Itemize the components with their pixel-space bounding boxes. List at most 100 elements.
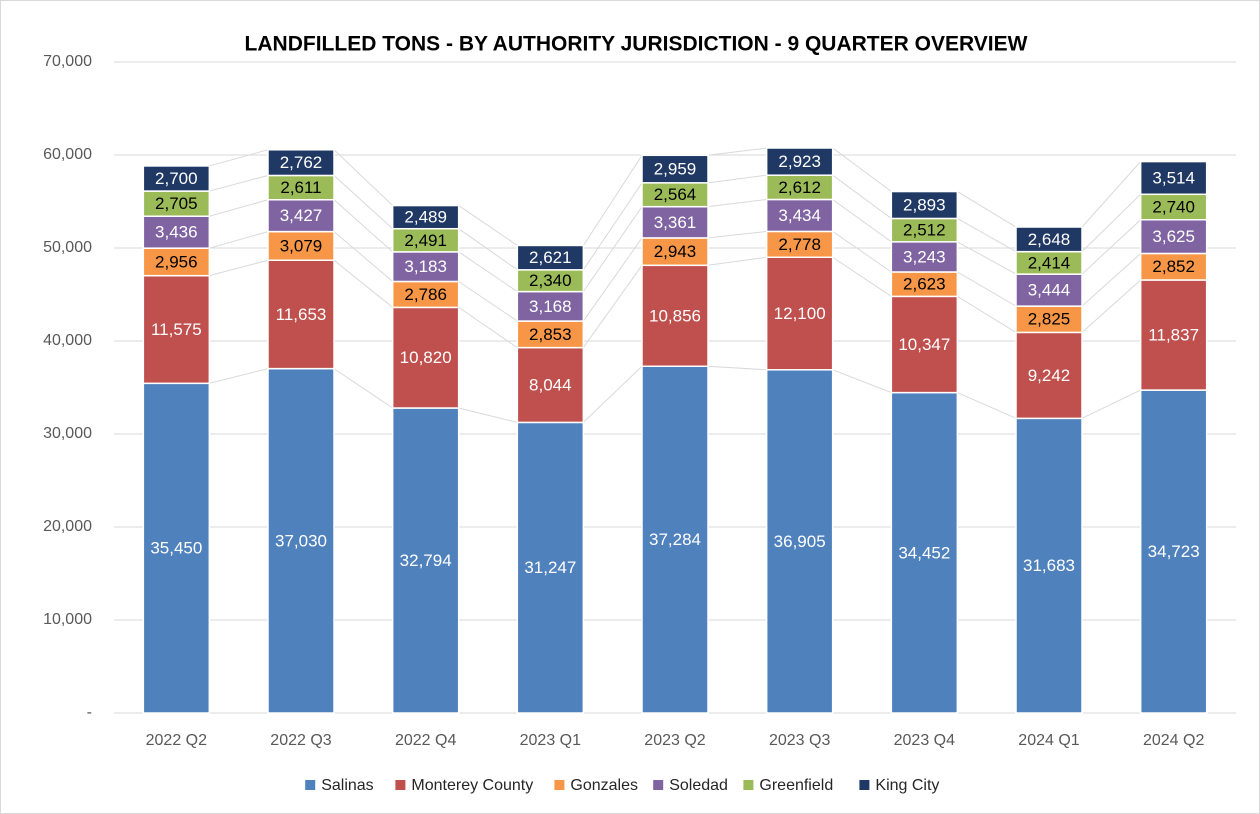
- bar-segment: [641, 365, 709, 714]
- series-line: [832, 369, 892, 394]
- bar-segment: [267, 149, 335, 177]
- data-label: 3,514: [1152, 168, 1195, 187]
- data-label: 11,653: [276, 305, 327, 324]
- data-label: 2,700: [155, 169, 198, 188]
- series-line: [1081, 279, 1141, 333]
- bar-segment: [765, 174, 834, 201]
- legend-label: Greenfield: [759, 777, 833, 794]
- bar-segment: [142, 165, 211, 192]
- series-line: [333, 368, 393, 409]
- y-tick-label: 70,000: [43, 53, 92, 70]
- data-label: 3,444: [1028, 281, 1071, 300]
- data-label: 10,856: [649, 306, 701, 325]
- data-label: 37,030: [275, 531, 327, 550]
- bar-segment: [765, 369, 834, 714]
- series-line: [832, 147, 892, 192]
- bar-segment: [1139, 219, 1208, 255]
- data-label: 2,959: [654, 160, 697, 179]
- data-label: 2,762: [280, 153, 323, 172]
- y-tick-label: -: [87, 704, 92, 721]
- series-line: [458, 306, 518, 349]
- series-line: [582, 206, 643, 292]
- series-line: [209, 149, 269, 167]
- bar-segment: [142, 247, 211, 277]
- y-tick-label: 20,000: [43, 518, 92, 535]
- data-label: 31,683: [1023, 556, 1075, 575]
- data-label: 2,414: [1028, 253, 1071, 272]
- data-label: 3,243: [903, 247, 946, 266]
- bar-segment: [391, 306, 460, 409]
- series-line: [1081, 193, 1142, 253]
- bar-segment: [1015, 273, 1083, 307]
- bar-segment: [516, 421, 585, 714]
- series-line: [582, 155, 643, 246]
- series-line: [707, 365, 767, 371]
- series-line: [707, 256, 767, 266]
- x-tick-label: 2024 Q2: [1143, 732, 1204, 749]
- series-line: [1081, 219, 1142, 275]
- bar-segment: [391, 407, 460, 714]
- bar-segment: [267, 230, 335, 261]
- legend-swatch: [743, 780, 754, 790]
- data-label: 12,100: [774, 304, 826, 323]
- data-label: 3,361: [654, 213, 697, 232]
- series-line: [458, 281, 518, 322]
- series-line: [582, 182, 643, 271]
- x-tick-label: 2023 Q1: [520, 732, 581, 749]
- legend-swatch: [395, 780, 406, 790]
- y-tick-label: 30,000: [43, 425, 92, 442]
- data-label: 2,491: [404, 231, 447, 250]
- bar-segment: [765, 256, 834, 371]
- bar-segment: [1015, 331, 1083, 420]
- data-label: 2,853: [529, 325, 572, 344]
- series-line: [832, 174, 892, 219]
- series-line: [333, 259, 393, 308]
- series-line: [707, 147, 767, 156]
- series-line: [957, 191, 1017, 228]
- data-label: 37,284: [649, 530, 701, 549]
- series-line: [1081, 253, 1142, 307]
- series-line: [582, 365, 643, 423]
- legend-swatch: [653, 780, 664, 790]
- legend-swatch: [859, 780, 870, 790]
- legend-label: Soledad: [669, 777, 728, 794]
- bar-segment: [516, 320, 585, 349]
- bar-segment: [890, 241, 959, 273]
- series-line: [582, 265, 643, 348]
- series-line: [832, 231, 892, 273]
- y-tick-label: 60,000: [43, 146, 92, 163]
- bar-segment: [1015, 305, 1083, 334]
- series-line: [333, 149, 394, 206]
- x-tick-label: 2024 Q1: [1018, 732, 1079, 749]
- data-label: 3,079: [280, 236, 323, 255]
- y-tick-label: 50,000: [43, 239, 92, 256]
- bar-segment: [765, 147, 834, 176]
- bar-segment: [1015, 417, 1083, 714]
- data-label: 32,794: [400, 551, 452, 570]
- bar-segment: [890, 190, 959, 220]
- series-line: [707, 174, 767, 184]
- data-label: 2,740: [1152, 197, 1195, 216]
- data-label: 2,623: [903, 275, 946, 294]
- series-line: [209, 368, 269, 384]
- data-label: 2,621: [529, 248, 572, 267]
- series-line: [209, 259, 269, 277]
- data-label: 2,778: [778, 235, 821, 254]
- legend-label: Salinas: [321, 777, 373, 794]
- data-label: 3,434: [778, 206, 821, 225]
- bar-segment: [391, 204, 460, 230]
- data-label: 2,923: [778, 152, 821, 171]
- x-tick-label: 2023 Q4: [894, 732, 955, 749]
- data-label: 11,837: [1148, 326, 1199, 345]
- series-line: [209, 174, 269, 192]
- series-line: [832, 256, 892, 297]
- data-label: 2,612: [778, 178, 821, 197]
- x-tick-label: 2022 Q2: [146, 732, 207, 749]
- series-line: [333, 175, 394, 230]
- y-tick-label: 10,000: [43, 611, 92, 628]
- bar-segment: [1015, 226, 1083, 253]
- data-label: 2,611: [280, 178, 321, 197]
- series-line: [832, 199, 892, 243]
- series-line: [707, 198, 767, 208]
